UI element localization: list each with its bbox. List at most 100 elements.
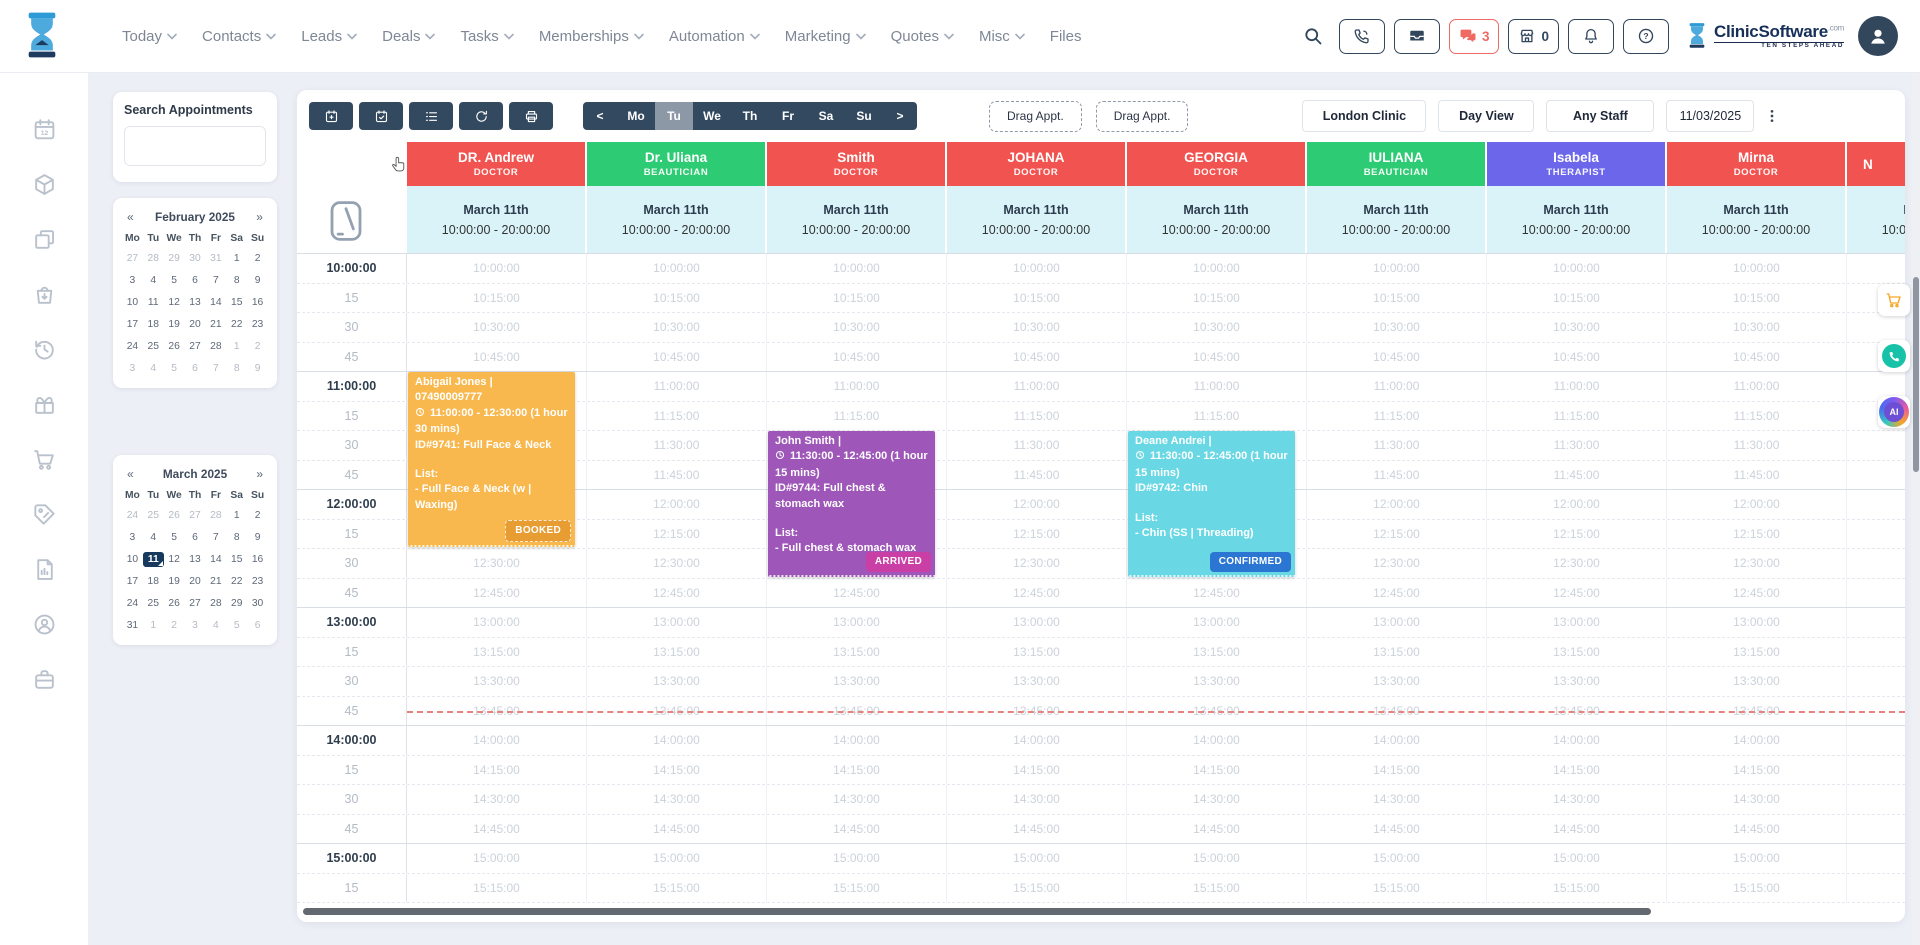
- grid-cell[interactable]: 10:30:00: [407, 313, 587, 342]
- appointments-check-button[interactable]: [359, 102, 403, 130]
- calendar-day[interactable]: 27: [189, 341, 201, 352]
- grid-cell[interactable]: 10:00:00: [947, 254, 1127, 283]
- calendar-day[interactable]: 8: [233, 363, 240, 374]
- calendar-day[interactable]: 31: [210, 253, 222, 264]
- grid-cell[interactable]: 14:45:00: [1847, 815, 1905, 844]
- grid-cell[interactable]: 12:45:00: [1487, 578, 1667, 607]
- grid-cell[interactable]: 14:15:00: [1487, 755, 1667, 784]
- grid-cell[interactable]: 15:00:00: [1127, 844, 1307, 873]
- grid-cell[interactable]: 12:30:00: [587, 549, 767, 578]
- grid-cell[interactable]: 13:15:00: [767, 637, 947, 666]
- grid-cell[interactable]: 12:00:00: [1307, 490, 1487, 519]
- grid-cell[interactable]: 15:15:00: [767, 873, 947, 902]
- calendar-day[interactable]: 2: [254, 341, 261, 352]
- calendar-day[interactable]: 3: [129, 532, 136, 543]
- calendar-day[interactable]: 5: [171, 532, 177, 543]
- grid-cell[interactable]: 15:00:00: [947, 844, 1127, 873]
- weekday-button-su[interactable]: Su: [856, 109, 872, 123]
- grid-cell[interactable]: 14:15:00: [1847, 756, 1905, 785]
- grid-cell[interactable]: 11:45:00: [1667, 460, 1847, 489]
- calendar-day[interactable]: 22: [230, 576, 243, 587]
- calendar-day[interactable]: 1: [233, 341, 240, 352]
- calendar-day[interactable]: 3: [129, 275, 136, 286]
- grid-cell[interactable]: 14:00:00: [407, 726, 587, 755]
- grid-cell[interactable]: 10:30:00: [767, 313, 947, 342]
- staff-column-iuliana[interactable]: IULIANA BEAUTICIAN: [1307, 142, 1487, 186]
- grid-cell[interactable]: 14:15:00: [1667, 755, 1847, 784]
- grid-cell[interactable]: 13:15:00: [587, 637, 767, 666]
- nav-item-deals[interactable]: Deals: [382, 28, 436, 45]
- grid-cell[interactable]: 10:30:00: [1667, 313, 1847, 342]
- grid-cell[interactable]: 10:15:00: [767, 283, 947, 312]
- grid-cell[interactable]: 10:15:00: [1487, 283, 1667, 312]
- grid-cell[interactable]: 12:15:00: [1487, 519, 1667, 548]
- view-select[interactable]: Day View: [1438, 100, 1535, 132]
- horizontal-scrollbar[interactable]: [303, 908, 1651, 915]
- calendar-day[interactable]: 27: [189, 598, 201, 609]
- grid-cell[interactable]: 15:00:00: [1307, 844, 1487, 873]
- print-button[interactable]: [509, 102, 553, 130]
- calendar-day[interactable]: 6: [192, 275, 198, 286]
- calendar-day[interactable]: 1: [233, 253, 240, 264]
- grid-cell[interactable]: 15:15:00: [1667, 873, 1847, 902]
- chat-button[interactable]: 3: [1448, 18, 1500, 54]
- grid-cell[interactable]: 13:00:00: [587, 608, 767, 637]
- nav-item-leads[interactable]: Leads: [301, 28, 357, 45]
- weekday-button-sa[interactable]: Sa: [818, 109, 834, 123]
- calendar-day[interactable]: 15: [230, 554, 243, 565]
- grid-cell[interactable]: 13:15:00: [1847, 638, 1905, 667]
- grid-cell[interactable]: 15:15:00: [1127, 873, 1307, 902]
- drag-appointment-button-1[interactable]: Drag Appt.: [989, 100, 1082, 132]
- grid-cell[interactable]: 15:00:00: [1487, 844, 1667, 873]
- calendar-day[interactable]: 11: [142, 552, 164, 567]
- grid-cell[interactable]: 13:15:00: [947, 637, 1127, 666]
- calendar-day[interactable]: 4: [150, 532, 157, 543]
- grid-cell[interactable]: 15:15:00: [947, 873, 1127, 902]
- calendar-day[interactable]: 24: [126, 341, 139, 352]
- calendar-day[interactable]: 9: [254, 363, 261, 374]
- ai-assistant-button[interactable]: AI: [1878, 396, 1910, 428]
- grid-cell[interactable]: 13:30:00: [947, 667, 1127, 696]
- nav-item-memberships[interactable]: Memberships: [539, 28, 644, 45]
- appointment-john-smith[interactable]: John Smith | 11:30:00 - 12:45:00 (1 hour…: [768, 431, 935, 577]
- grid-cell[interactable]: 14:00:00: [587, 726, 767, 755]
- grid-cell[interactable]: 14:15:00: [587, 755, 767, 784]
- grid-cell[interactable]: 13:00:00: [407, 608, 587, 637]
- grid-cell[interactable]: 13:30:00: [587, 667, 767, 696]
- grid-cell[interactable]: 14:00:00: [1847, 726, 1905, 755]
- nav-item-misc[interactable]: Misc: [979, 28, 1025, 45]
- calendar-day[interactable]: 8: [233, 532, 240, 543]
- staff-column-georgia[interactable]: GEORGIA DOCTOR: [1127, 142, 1307, 186]
- new-appointment-button[interactable]: [309, 102, 353, 130]
- grid-cell[interactable]: 14:15:00: [407, 755, 587, 784]
- calendar-day[interactable]: 7: [212, 532, 219, 543]
- grid-cell[interactable]: 12:00:00: [947, 490, 1127, 519]
- help-button[interactable]: ?: [1622, 18, 1669, 54]
- grid-cell[interactable]: 14:30:00: [947, 785, 1127, 814]
- nav-item-tasks[interactable]: Tasks: [460, 28, 514, 45]
- calendar-day[interactable]: 28: [210, 341, 222, 352]
- next-day-button[interactable]: >: [896, 109, 904, 123]
- grid-cell[interactable]: 12:45:00: [1307, 578, 1487, 607]
- staff-select[interactable]: Any Staff: [1546, 100, 1655, 132]
- grid-cell[interactable]: 13:00:00: [1847, 608, 1905, 637]
- calendar-day[interactable]: 2: [171, 620, 177, 631]
- clinic-select[interactable]: London Clinic: [1302, 100, 1427, 132]
- sidebar-item-gift[interactable]: [0, 377, 88, 432]
- grid-cell[interactable]: 14:00:00: [1487, 726, 1667, 755]
- grid-cell[interactable]: 11:30:00: [1307, 431, 1487, 460]
- grid-cell[interactable]: 13:30:00: [1307, 667, 1487, 696]
- grid-cell[interactable]: 12:45:00: [1847, 579, 1905, 608]
- calendar-day[interactable]: 21: [210, 576, 222, 587]
- calendar-day[interactable]: 22: [230, 319, 243, 330]
- nav-item-automation[interactable]: Automation: [669, 28, 760, 45]
- grid-cell[interactable]: 11:45:00: [947, 460, 1127, 489]
- nav-item-contacts[interactable]: Contacts: [202, 28, 277, 45]
- grid-cell[interactable]: 14:45:00: [587, 814, 767, 843]
- grid-cell[interactable]: 11:30:00: [1847, 431, 1905, 460]
- calendar-day[interactable]: 11: [147, 297, 159, 308]
- sidebar-item-report[interactable]: [0, 542, 88, 597]
- grid-cell[interactable]: 10:00:00: [587, 254, 767, 283]
- grid-cell[interactable]: 10:15:00: [1667, 283, 1847, 312]
- grid-cell[interactable]: 11:00:00: [1127, 372, 1307, 401]
